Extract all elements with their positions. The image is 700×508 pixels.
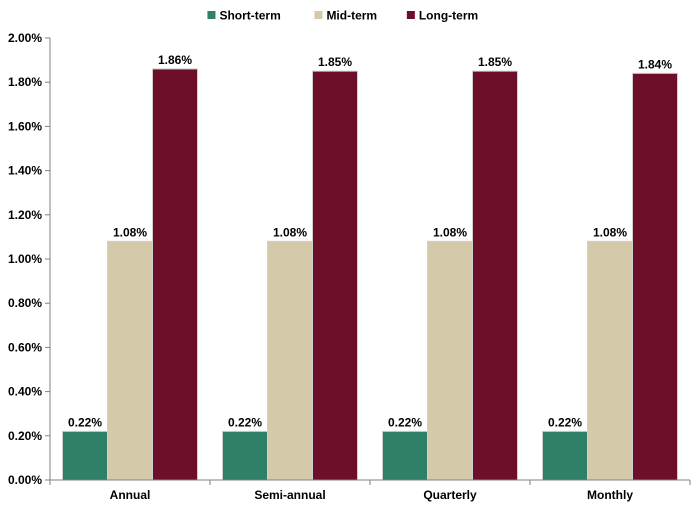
y-tick-label: 1.20% <box>8 208 42 222</box>
legend-label: Short-term <box>219 9 280 23</box>
legend-swatch-mid-term <box>314 11 323 19</box>
data-label: 0.22% <box>548 415 582 429</box>
x-tick-label: Semi-annual <box>254 488 325 502</box>
legend-swatch-long-term <box>406 11 415 19</box>
bar-short-term-semi-annual <box>222 430 268 481</box>
bar-short-term-monthly <box>542 430 588 481</box>
bar-short-term-annual <box>62 430 108 481</box>
data-label: 1.08% <box>433 225 467 239</box>
data-label: 0.22% <box>228 415 262 429</box>
y-tick-label: 0.60% <box>8 340 42 354</box>
data-label: 0.22% <box>388 415 422 429</box>
bar-long-term-semi-annual <box>312 70 358 481</box>
legend-label: Mid-term <box>326 9 377 23</box>
data-label: 1.08% <box>113 225 147 239</box>
x-tick-label: Annual <box>110 488 151 502</box>
y-tick-label: 2.00% <box>8 31 42 45</box>
bar-mid-term-monthly <box>587 240 633 481</box>
y-tick-label: 1.60% <box>8 119 42 133</box>
y-tick-label: 0.40% <box>8 385 42 399</box>
data-label: 1.85% <box>318 55 352 69</box>
legend-label: Long-term <box>419 9 478 23</box>
x-axis: Annual Semi-annual Quarterly Monthly <box>49 479 691 502</box>
y-tick-label: 0.00% <box>8 473 42 487</box>
bar-long-term-monthly <box>632 72 678 481</box>
y-tick-label: 1.00% <box>8 252 42 266</box>
y-axis: 0.00% 0.20% 0.40% 0.60% 0.80% 1.00% 1.20% 1.40%… <box>8 31 51 487</box>
bar-mid-term-semi-annual <box>267 240 313 481</box>
y-tick-label: 1.40% <box>8 164 42 178</box>
data-label: 1.85% <box>478 55 512 69</box>
bar-long-term-annual <box>152 68 198 481</box>
bar-mid-term-annual <box>107 240 153 481</box>
data-label: 1.84% <box>638 57 672 71</box>
data-label: 0.22% <box>68 415 102 429</box>
data-label: 1.86% <box>158 53 192 67</box>
data-label: 1.08% <box>273 225 307 239</box>
x-tick-label: Quarterly <box>423 488 477 502</box>
bar-long-term-quarterly <box>472 70 518 481</box>
y-tick-label: 1.80% <box>8 75 42 89</box>
legend-swatch-short-term <box>207 11 216 19</box>
data-label: 1.08% <box>593 225 627 239</box>
bar-mid-term-quarterly <box>427 240 473 481</box>
bar-group: 0.22% 1.08% 1.86% 0.22% 1.08% 1.85% 0.22% 1.08%… <box>62 53 678 481</box>
y-tick-label: 0.20% <box>8 429 42 443</box>
bar-short-term-quarterly <box>382 430 428 481</box>
x-tick-label: Monthly <box>587 488 633 502</box>
y-tick-label: 0.80% <box>8 296 42 310</box>
chart-legend: Short-term Mid-term Long-term <box>207 9 478 23</box>
